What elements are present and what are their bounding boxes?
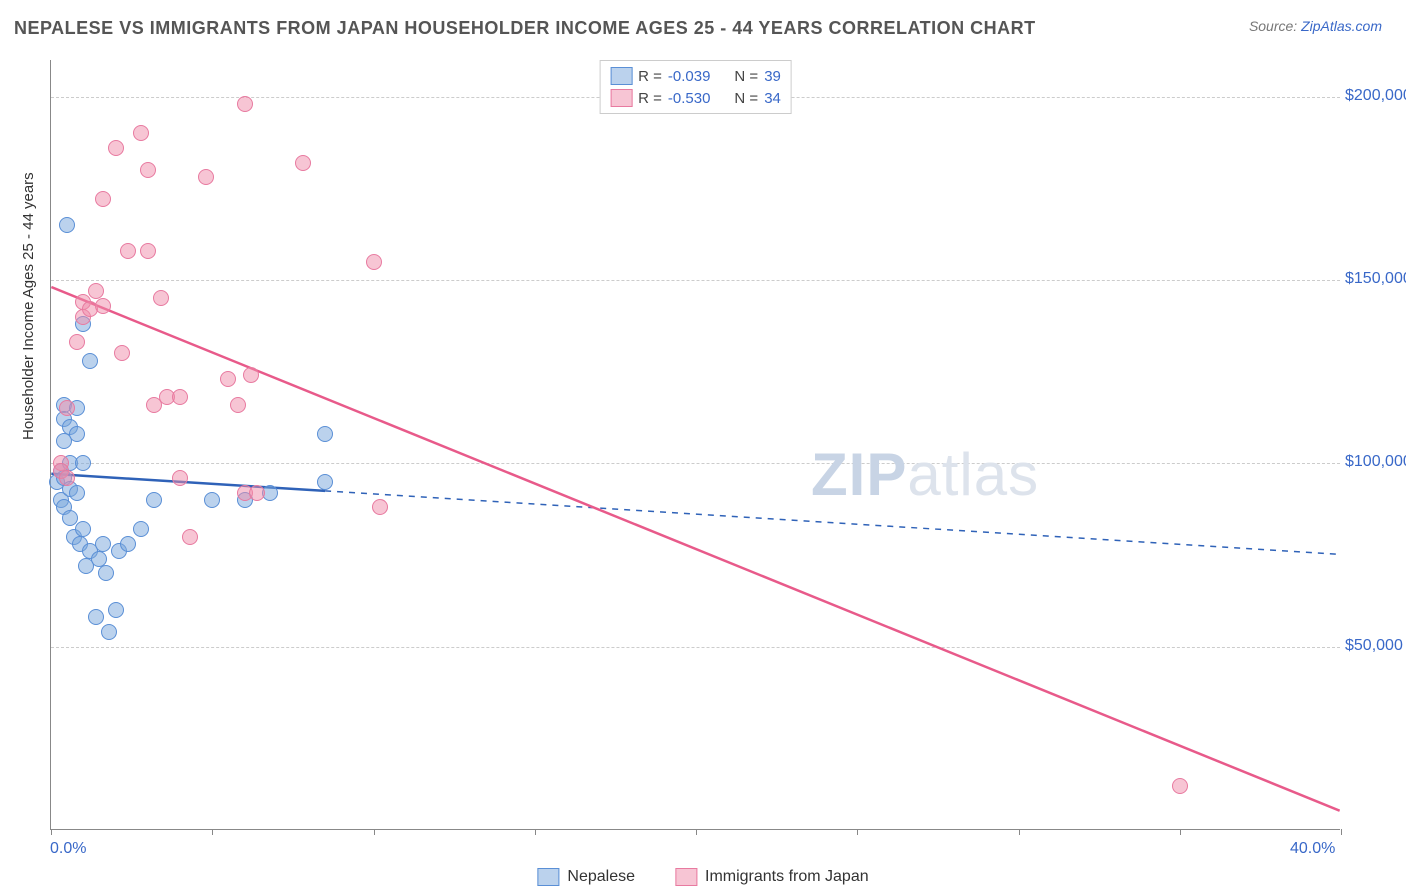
data-point [82,353,98,369]
data-point [120,536,136,552]
y-axis-label: Householder Income Ages 25 - 44 years [20,172,37,440]
source-label: Source: [1249,18,1301,34]
data-point [146,492,162,508]
stat-n-value: 34 [764,90,781,107]
data-point [317,474,333,490]
source-link[interactable]: ZipAtlas.com [1301,18,1382,34]
x-tick [535,829,536,835]
x-tick [374,829,375,835]
gridline-h [51,647,1340,648]
data-point [230,397,246,413]
legend-label: Immigrants from Japan [705,868,869,886]
watermark: ZIPatlas [811,440,1039,509]
data-point [182,529,198,545]
data-point [317,426,333,442]
legend-stats-box: R = -0.039 N = 39 R = -0.530 N = 34 [599,60,792,114]
y-tick-label: $150,000 [1345,270,1406,288]
legend-swatch [537,868,559,886]
data-point [59,217,75,233]
chart-title: NEPALESE VS IMMIGRANTS FROM JAPAN HOUSEH… [14,18,1036,39]
data-point [172,389,188,405]
plot-area: ZIPatlas R = -0.039 N = 39 R = -0.530 N = 3… [50,60,1340,830]
x-tick-label: 40.0% [1290,840,1335,858]
data-point [243,367,259,383]
data-point [133,125,149,141]
data-point [95,298,111,314]
data-point [88,609,104,625]
data-point [295,155,311,171]
data-point [95,191,111,207]
regression-lines-layer [51,60,1340,829]
data-point [140,243,156,259]
x-tick [696,829,697,835]
stat-r-label: R = [638,68,662,85]
x-tick [1180,829,1181,835]
stat-n-label: N = [734,68,758,85]
stat-n-label: N = [734,90,758,107]
y-tick-label: $200,000 [1345,87,1406,105]
stat-r-value: -0.530 [668,90,711,107]
data-point [120,243,136,259]
data-point [114,345,130,361]
data-point [95,536,111,552]
stat-n-value: 39 [764,68,781,85]
legend-stat-row: R = -0.530 N = 34 [610,87,781,109]
data-point [140,162,156,178]
data-point [198,169,214,185]
gridline-h [51,280,1340,281]
data-point [91,551,107,567]
data-point [237,96,253,112]
data-point [1172,778,1188,794]
stat-r-label: R = [638,90,662,107]
data-point [204,492,220,508]
legend-item: Nepalese [537,868,635,886]
legend-stat-row: R = -0.039 N = 39 [610,65,781,87]
legend-swatch [675,868,697,886]
regression-line-dashed [325,491,1340,554]
data-point [69,334,85,350]
data-point [108,602,124,618]
stat-r-value: -0.039 [668,68,711,85]
regression-line-solid [51,474,325,491]
x-tick [1341,829,1342,835]
gridline-h [51,463,1340,464]
legend-swatch [610,67,632,85]
data-point [98,565,114,581]
y-tick-label: $100,000 [1345,453,1406,471]
regression-line-solid [51,287,1339,811]
legend-item: Immigrants from Japan [675,868,869,886]
data-point [133,521,149,537]
data-point [88,283,104,299]
data-point [249,485,265,501]
y-tick-label: $50,000 [1345,637,1406,655]
data-point [69,426,85,442]
data-point [172,470,188,486]
legend-swatch [610,89,632,107]
data-point [59,470,75,486]
x-tick [212,829,213,835]
data-point [75,521,91,537]
legend-label: Nepalese [567,868,635,886]
x-tick [51,829,52,835]
x-tick [1019,829,1020,835]
x-tick [857,829,858,835]
source-credit: Source: ZipAtlas.com [1249,18,1382,34]
data-point [101,624,117,640]
data-point [366,254,382,270]
data-point [59,400,75,416]
data-point [220,371,236,387]
x-tick-label: 0.0% [50,840,86,858]
chart-container: NEPALESE VS IMMIGRANTS FROM JAPAN HOUSEH… [0,0,1406,892]
data-point [153,290,169,306]
data-point [75,455,91,471]
data-point [372,499,388,515]
legend-series: Nepalese Immigrants from Japan [537,868,868,886]
data-point [69,485,85,501]
data-point [108,140,124,156]
